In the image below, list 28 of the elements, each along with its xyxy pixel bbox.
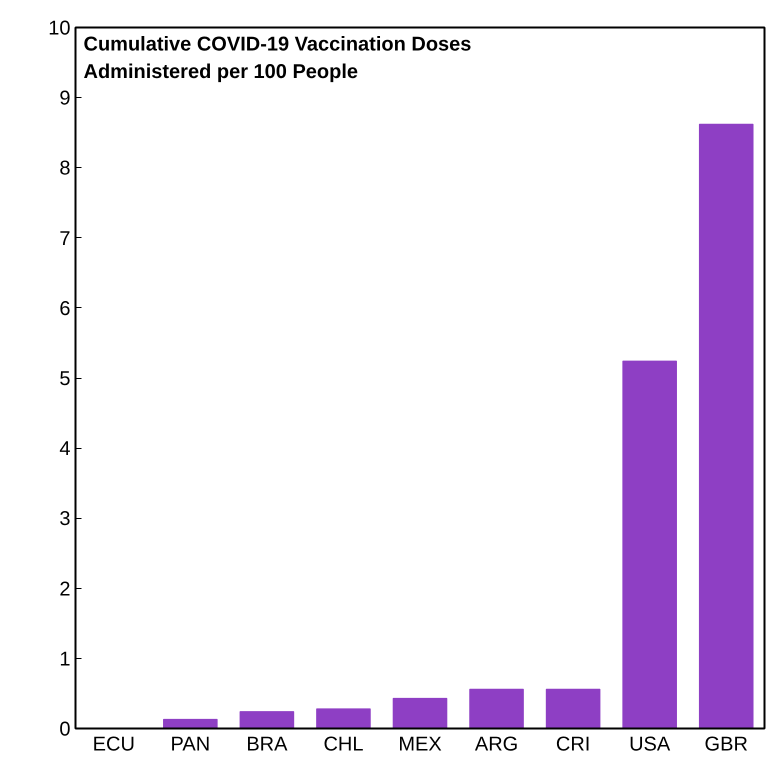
- bar: [392, 698, 448, 728]
- bar: [240, 711, 294, 728]
- text: Cumulative COVID-19 Vaccination Doses Administered per 100 People: [84, 34, 472, 83]
- x-tick-label: MEX: [398, 734, 442, 756]
- x-tick-label: CRI: [556, 734, 590, 756]
- y-tick-label: 6: [59, 298, 70, 320]
- x-tick-label: CHL: [323, 734, 364, 756]
- y-tick-label: 3: [59, 508, 70, 530]
- bar: [316, 708, 371, 728]
- x-tick-label: ECU: [92, 734, 135, 756]
- x-tick-label: USA: [629, 734, 671, 756]
- y-tick-label: 5: [59, 368, 70, 390]
- y-tick-label: 4: [59, 438, 70, 460]
- y-tick-label: 1: [59, 648, 70, 670]
- x-tick-label: BRA: [246, 734, 288, 756]
- x-tick-label: PAN: [170, 734, 210, 756]
- y-tick-label: 2: [59, 578, 70, 600]
- x-tick-label: ARG: [474, 734, 518, 756]
- x-tick-label: GBR: [704, 734, 748, 756]
- bar: [469, 688, 524, 728]
- y-tick-label: 7: [59, 228, 70, 250]
- y-tick-label: 10: [48, 18, 71, 40]
- bar: [546, 688, 600, 728]
- bar: [622, 360, 677, 728]
- y-tick-label: 0: [59, 718, 70, 740]
- bar: [698, 124, 754, 728]
- y-tick-label: 8: [59, 158, 70, 180]
- y-tick-label: 9: [59, 88, 70, 110]
